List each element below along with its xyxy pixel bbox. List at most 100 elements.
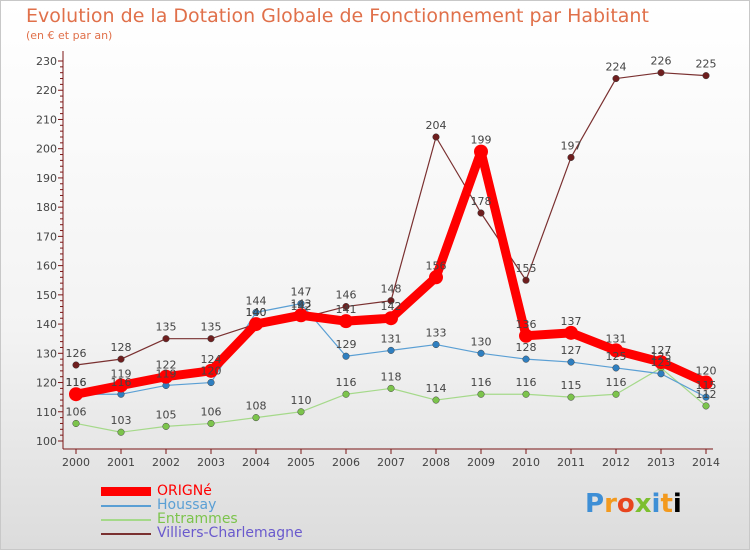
data-point-origne [654,355,668,370]
x-tick-label: 2006 [332,456,360,469]
data-label-entrammes: 108 [246,400,267,413]
data-point-origne [114,378,128,393]
data-point-villiers-charlemagne [387,297,395,305]
data-point-villiers-charlemagne [612,74,620,83]
x-tick-label: 2013 [647,456,675,469]
data-label-villiers-charlemagne: 197 [561,139,582,152]
data-label-entrammes: 116 [516,376,537,389]
data-label-houssay: 116 [66,376,87,389]
data-point-villiers-charlemagne [162,335,170,343]
data-point-houssay [207,378,215,387]
data-label-villiers-charlemagne: 226 [651,55,672,68]
data-point-origne [159,369,173,384]
data-label-entrammes: 115 [561,379,582,392]
data-label-villiers-charlemagne: 146 [336,289,357,302]
data-point-houssay [702,393,710,401]
data-label-villiers-charlemagne: 135 [156,321,177,334]
data-label-houssay: 123 [651,356,672,369]
data-point-origne [294,308,308,323]
data-point-villiers-charlemagne [657,69,665,77]
data-point-origne [69,387,83,402]
data-point-entrammes [567,393,575,401]
data-point-villiers-charlemagne [567,153,575,162]
y-tick-label: 180 [36,201,57,214]
data-label-houssay: 120 [201,365,222,378]
data-label-villiers-charlemagne: 140 [246,306,267,319]
data-point-houssay [477,349,485,357]
data-point-villiers-charlemagne [342,302,350,311]
data-point-entrammes [702,402,710,410]
data-point-origne [474,144,488,159]
data-point-origne [339,314,353,329]
data-label-origne: 136 [516,318,537,331]
data-point-entrammes [432,396,440,404]
y-tick-label: 110 [36,406,57,419]
data-point-entrammes [117,428,125,436]
data-point-origne [384,311,398,326]
data-label-entrammes: 106 [66,405,87,418]
data-point-villiers-charlemagne [702,72,710,80]
data-point-villiers-charlemagne [477,209,485,217]
data-label-houssay: 128 [516,341,537,354]
x-tick-label: 2005 [287,456,315,469]
data-point-houssay [252,308,260,316]
data-point-origne [429,270,443,285]
y-tick-label: 170 [36,230,57,243]
data-label-origne: 116 [66,376,87,389]
data-point-houssay [297,300,305,308]
x-tick-label: 2008 [422,456,450,469]
data-label-origne: 199 [471,134,492,147]
data-label-entrammes: 114 [426,382,447,395]
x-tick-label: 2001 [107,456,135,469]
data-label-origne: 119 [111,367,132,380]
data-label-villiers-charlemagne: 155 [516,262,537,275]
proxiti-logo: Proxiti [585,489,682,519]
data-label-houssay: 127 [561,344,582,357]
legend-label-houssay: Houssay [157,497,217,513]
data-point-houssay [432,340,440,349]
x-tick-label: 2014 [692,456,720,469]
data-label-entrammes: 106 [201,405,222,418]
data-label-villiers-charlemagne: 204 [426,119,447,132]
data-label-origne: 127 [651,344,672,357]
data-label-entrammes: 112 [696,388,717,401]
y-tick-label: 220 [36,84,57,97]
data-point-origne [609,343,623,358]
x-tick-label: 2007 [377,456,405,469]
data-label-villiers-charlemagne: 225 [696,58,717,71]
y-tick-label: 150 [36,289,57,302]
legend-swatch-villiers-charlemagne [101,533,151,535]
data-point-origne [249,317,263,332]
data-label-entrammes: 110 [291,394,312,407]
data-point-villiers-charlemagne [72,361,80,369]
y-tick-label: 120 [36,377,57,390]
data-label-villiers-charlemagne: 135 [201,321,222,334]
data-label-origne: 120 [696,365,717,378]
data-point-entrammes [162,422,170,430]
data-label-entrammes: 116 [606,376,627,389]
data-label-entrammes: 105 [156,408,177,421]
data-label-houssay: 116 [111,376,132,389]
data-point-houssay [522,355,530,363]
data-label-houssay: 129 [336,338,357,351]
y-tick-label: 160 [36,260,57,273]
data-point-entrammes [522,390,530,398]
x-tick-label: 2000 [62,456,90,469]
x-tick-label: 2004 [242,456,270,469]
data-point-houssay [387,346,395,354]
legend-label-origne: ORIGNé [157,483,212,499]
legend-swatch-houssay [101,505,151,507]
data-label-origne: 137 [561,315,582,328]
data-label-origne: 142 [381,300,402,313]
data-label-houssay: 130 [471,335,492,348]
data-label-houssay: 125 [606,350,627,363]
data-label-villiers-charlemagne: 142 [291,300,312,313]
data-label-origne: 124 [201,353,222,366]
x-tick-label: 2003 [197,456,225,469]
y-tick-label: 100 [36,435,57,448]
data-point-entrammes [477,390,485,398]
y-tick-label: 130 [36,347,57,360]
data-label-entrammes: 116 [336,376,357,389]
x-tick-label: 2009 [467,456,495,469]
